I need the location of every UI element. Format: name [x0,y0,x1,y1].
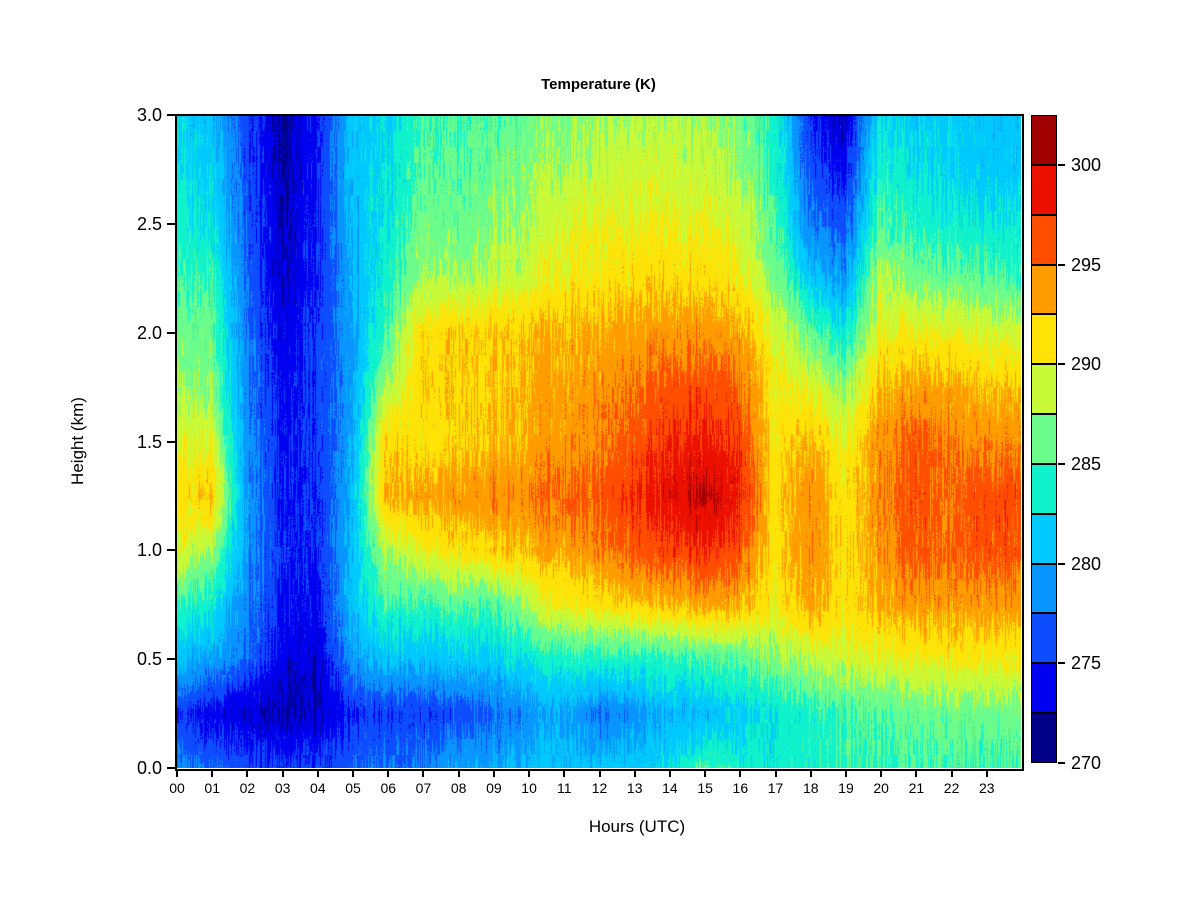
y-axis-tick-label: 3.0 [136,105,162,125]
y-axis-tick-label: 2.0 [136,322,162,343]
x-axis-tick-label: 00 [169,780,185,796]
x-axis-tick [246,769,249,777]
x-axis-tick [668,769,671,777]
x-axis-tick-label: 16 [732,780,749,796]
y-axis-tick [167,658,175,661]
x-axis-tick-label: 17 [767,780,784,796]
x-axis-tick [387,769,390,777]
x-axis-tick [704,769,707,777]
x-axis-tick [457,769,460,777]
y-axis-title: Height (km) [68,397,87,485]
x-axis-tick [281,769,284,777]
x-axis-tick-label: 22 [943,780,960,796]
x-axis-tick [598,769,601,777]
colorbar-tick [1058,662,1065,665]
x-axis-tick [915,769,918,777]
x-axis-tick [528,769,531,777]
x-axis-tick [774,769,777,777]
y-axis-tick [167,222,175,225]
x-axis-tick-label: 10 [521,780,537,796]
colorbar-segment [1031,563,1057,614]
x-axis-tick-label: 18 [802,780,819,796]
colorbar-segment [1031,314,1057,365]
x-axis-tick [316,769,319,777]
colorbar-tick-label: 275 [1071,653,1102,674]
x-axis-tick [422,769,425,777]
x-axis-tick-label: 09 [486,780,502,796]
x-axis-title: Hours (UTC) [588,817,686,836]
colorbar-segment [1031,264,1057,315]
x-axis-tick-label: 23 [978,780,995,796]
y-axis-tick-label: 1.5 [136,431,162,452]
colorbar [1031,115,1057,763]
y-axis-tick-label: 0.0 [136,758,162,778]
x-axis-tick [352,769,355,777]
colorbar-tick-label: 300 [1071,154,1102,175]
x-axis-tick-label: 02 [239,780,256,796]
colorbar-tick [1058,363,1065,366]
y-axis-tick [167,440,175,443]
colorbar-tick [1058,263,1065,266]
colorbar-tick-label: 270 [1071,753,1102,773]
colorbar-tick [1058,163,1065,166]
colorbar-segment [1031,513,1057,564]
colorbar-tick [1058,762,1065,764]
colorbar-segment [1031,613,1057,664]
x-axis-tick-label: 13 [626,780,643,796]
x-axis-tick-label: 11 [557,780,572,796]
x-axis-tick [809,769,812,777]
x-axis-tick [985,769,988,777]
x-axis-tick [633,769,636,777]
x-axis-tick [739,769,742,777]
y-axis-tick [167,114,175,116]
x-axis-tick-label: 12 [591,780,608,796]
x-axis-tick [492,769,495,777]
y-axis-tick-label: 1.0 [136,540,162,561]
y-axis-tick [167,549,175,552]
x-axis-tick-label: 21 [908,780,925,796]
colorbar-segment [1031,463,1057,514]
y-axis-tick-label: 0.5 [136,649,162,670]
x-axis-tick-label: 03 [274,780,291,796]
y-axis-tick [167,331,175,334]
x-axis-tick [950,769,953,777]
x-axis-tick-label: 15 [697,780,713,796]
colorbar-segment [1031,115,1057,165]
x-axis-tick-label: 14 [662,780,678,796]
colorbar-tick-label: 285 [1071,453,1102,474]
x-axis-tick [176,769,178,777]
x-axis-tick-label: 06 [380,780,397,796]
colorbar-segment [1031,713,1057,763]
x-axis-tick-label: 20 [873,780,889,796]
x-axis-tick-label: 05 [345,780,361,796]
y-axis-tick-label: 2.5 [136,213,162,234]
x-axis-tick [211,769,214,777]
x-axis-tick [563,769,566,777]
colorbar-tick-label: 290 [1071,354,1102,375]
x-axis-tick [880,769,883,777]
x-axis-tick-label: 08 [450,780,467,796]
x-axis-tick-label: 19 [838,780,854,796]
colorbar-tick [1058,562,1065,565]
heatmap-canvas [176,115,1021,768]
colorbar-segment [1031,214,1057,265]
colorbar-tick [1058,462,1065,465]
colorbar-segment [1031,663,1057,714]
colorbar-segment [1031,414,1057,464]
y-axis-tick [167,767,175,769]
colorbar-segment [1031,364,1057,415]
plot-title: Temperature (K) [541,76,656,93]
x-axis-tick-label: 01 [204,780,220,796]
x-axis-tick-label: 04 [310,780,326,796]
colorbar-segment [1031,164,1057,215]
colorbar-tick-label: 295 [1071,254,1102,275]
x-axis-tick [844,769,847,777]
colorbar-tick-label: 280 [1071,553,1102,574]
x-axis-tick-label: 07 [415,780,432,796]
